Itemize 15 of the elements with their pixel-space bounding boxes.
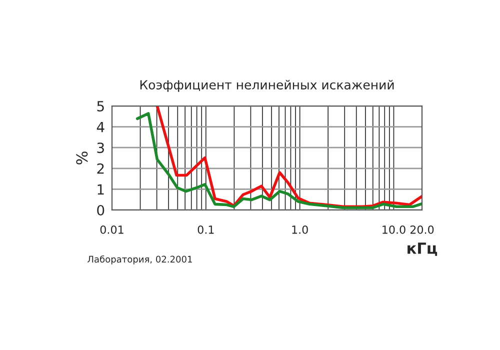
text: Лаборатория, 02.2001 (88, 255, 192, 264)
x-axis-title: кГц (408, 242, 438, 256)
y-tick-label: 3 (97, 142, 104, 154)
y-axis-title: % (76, 152, 88, 164)
y-tick-label: 0 (97, 204, 104, 216)
x-tick-label: 10.0 (382, 225, 406, 234)
y-tick-label: 1 (98, 184, 104, 194)
x-tick-label: 0.01 (100, 225, 124, 234)
x-tick-label: 20.0 (410, 225, 434, 234)
chart-title: Коэффициент нелинейных искажений (140, 80, 394, 92)
y-tick-label: 5 (97, 101, 104, 112)
x-tick-label: 0.1 (198, 225, 214, 234)
x-tick-label: 1.0 (292, 225, 308, 234)
y-tick-label: 4 (96, 122, 104, 132)
y-tick-label: 2 (97, 163, 104, 174)
